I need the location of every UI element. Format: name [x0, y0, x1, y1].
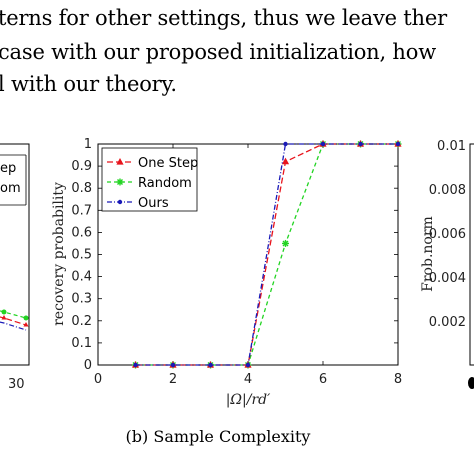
x-tick-label: 4 [244, 372, 252, 387]
data-point [358, 141, 363, 147]
y-tick-label: 0.2 [71, 314, 92, 329]
left-series-blue [0, 321, 27, 331]
left-marker-red-2 [23, 322, 29, 327]
left-legend-text-2: om [0, 181, 21, 196]
data-point [282, 239, 289, 247]
data-point [283, 141, 288, 147]
legend-label: Ours [138, 196, 169, 211]
left-panel-frame [0, 143, 30, 366]
right-tick-4: 0.004 [429, 271, 466, 286]
y-tick-label: 0.4 [71, 270, 92, 285]
data-point [133, 362, 138, 368]
data-point [208, 362, 213, 368]
left-marker-green-2 [23, 315, 29, 321]
series-line [135, 143, 398, 366]
legend-marker [117, 199, 123, 205]
data-point [281, 157, 290, 165]
y-tick-label: 0 [84, 358, 92, 373]
y-tick-label: 0.1 [71, 336, 92, 351]
y-tick-label: 0.5 [71, 248, 92, 263]
data-point [170, 362, 176, 368]
y-tick-label: 0.8 [71, 181, 92, 196]
series-ours [133, 141, 401, 368]
x-tick-label: 2 [169, 372, 177, 387]
x-tick-label: 8 [394, 372, 402, 387]
legend-marker [116, 158, 124, 165]
left-marker-red [1, 315, 7, 320]
right-panel-marker [468, 377, 474, 389]
legend: One Step Random Ours [101, 147, 198, 212]
legend-label: Random [138, 176, 192, 191]
x-axis-label: |Ω|/rd′ [226, 392, 271, 408]
left-marker-green [1, 309, 7, 315]
paper-text-line-3: l with our theory. [0, 72, 177, 96]
figure-caption: (b) Sample Complexity [126, 427, 311, 446]
right-panel-partial: 0.01 0.008 0.006 0.004 0.002 Frob.norm [420, 139, 474, 389]
right-tick-5: 0.002 [429, 315, 466, 330]
x-tick-label: 6 [319, 372, 327, 387]
paper-text-line-2: case with our proposed initialization, h… [0, 40, 436, 64]
data-point [395, 141, 401, 147]
left-legend-text-1: ep [0, 161, 16, 176]
data-point [245, 362, 251, 368]
y-tick-label: 0.7 [71, 203, 92, 218]
legend-label: One Step [138, 156, 198, 171]
data-point [320, 141, 326, 147]
y-tick-label: 0.9 [71, 159, 92, 174]
left-panel-partial: ep om 30 [0, 143, 30, 392]
right-tick-2: 0.008 [429, 183, 466, 198]
x-tick-label: 0 [94, 372, 102, 387]
paper-text-line-1: terns for other settings, thus we leave … [0, 6, 447, 30]
y-tick-label: 1 [84, 137, 92, 152]
y-tick-label: 0.3 [71, 292, 92, 307]
right-tick-1: 0.01 [437, 139, 466, 154]
left-tick-partial: 30 [8, 377, 25, 392]
right-y-axis-label: Frob.norm [420, 216, 436, 292]
y-tick-label: 0.6 [71, 225, 92, 240]
right-panel-frame [469, 143, 474, 366]
right-tick-3: 0.006 [429, 227, 466, 242]
y-ticks: 0 0.1 0.2 0.3 0.4 0.5 0.6 0.7 0.8 0.9 1 [71, 137, 398, 373]
main-chart: 0 0.1 0.2 0.3 0.4 0.5 0.6 0.7 0.8 0.9 1 0 2 4 6 8 reco… [51, 137, 402, 408]
legend-marker [116, 178, 124, 186]
y-axis-label: recovery probability [51, 182, 67, 326]
series-line [135, 143, 398, 366]
series-layer [131, 140, 402, 369]
left-series-red [0, 316, 27, 326]
